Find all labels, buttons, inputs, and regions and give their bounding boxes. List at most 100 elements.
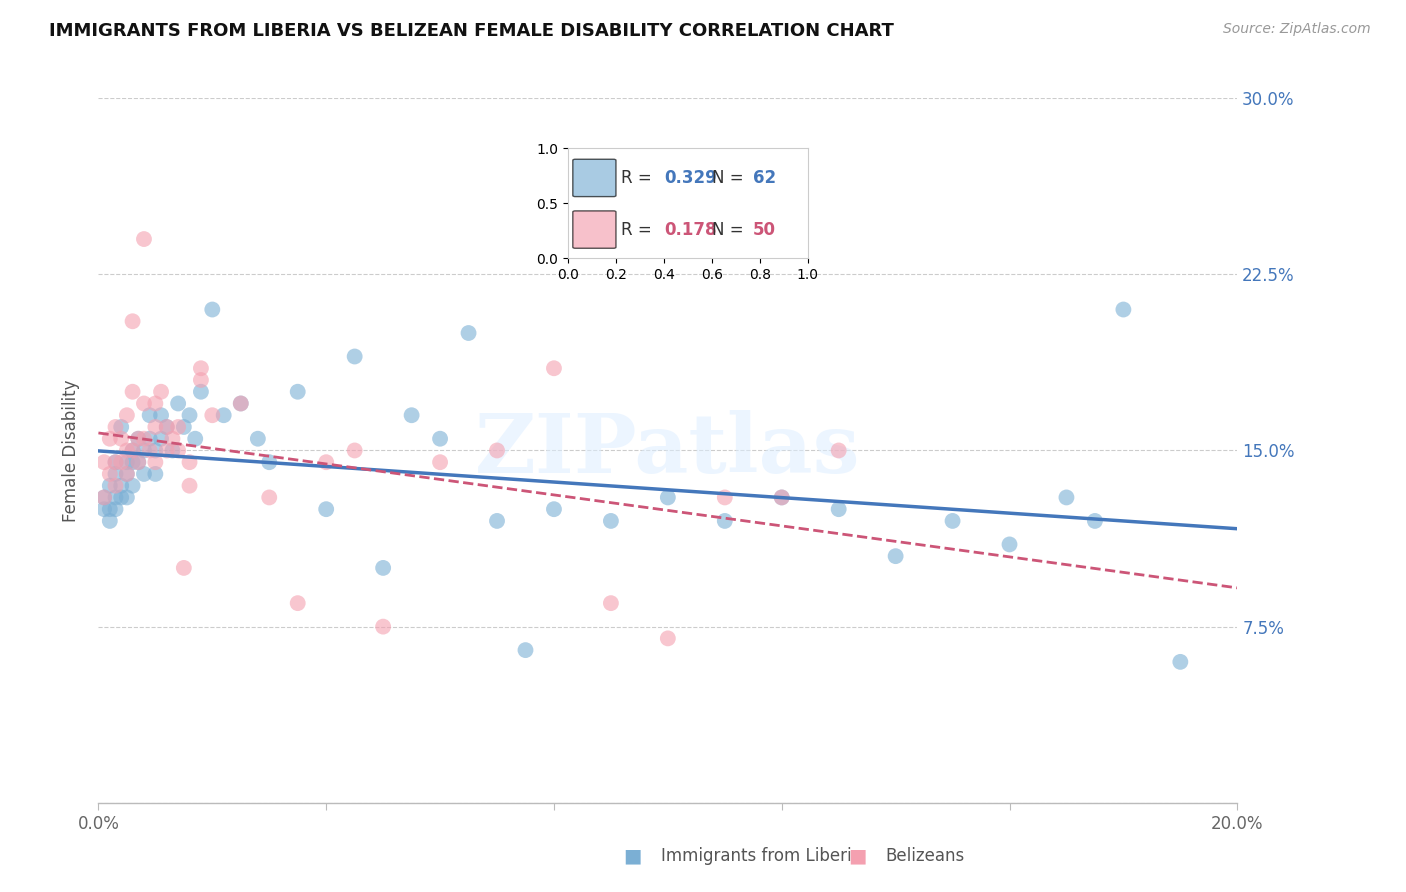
Point — [884, 549, 907, 564]
Point — [145, 455, 167, 469]
Text: 0.329: 0.329 — [664, 169, 717, 187]
Point — [93, 502, 115, 516]
Text: ■: ■ — [848, 847, 868, 866]
Text: R =: R = — [621, 169, 657, 187]
Point — [156, 443, 179, 458]
Text: N =: N = — [711, 220, 749, 238]
Point — [190, 361, 212, 376]
Point — [543, 361, 565, 376]
Point — [179, 478, 201, 492]
Point — [127, 455, 149, 469]
Point — [1056, 491, 1078, 505]
Point — [190, 384, 212, 399]
Point — [429, 455, 451, 469]
Point — [657, 632, 679, 646]
Point — [1170, 655, 1192, 669]
Point — [167, 396, 190, 410]
Point — [828, 502, 851, 516]
Point — [138, 432, 160, 446]
Point — [93, 491, 115, 505]
Point — [145, 443, 167, 458]
Point — [127, 432, 149, 446]
Point — [543, 502, 565, 516]
Point — [259, 491, 281, 505]
Point — [115, 455, 138, 469]
Point — [770, 491, 793, 505]
Point — [138, 408, 160, 422]
Point — [201, 302, 224, 317]
FancyBboxPatch shape — [572, 211, 616, 248]
Text: ■: ■ — [623, 847, 643, 866]
Point — [998, 537, 1021, 551]
Point — [600, 596, 623, 610]
Point — [179, 455, 201, 469]
Point — [212, 408, 235, 422]
Y-axis label: Female Disability: Female Disability — [62, 379, 80, 522]
Point — [657, 491, 679, 505]
Point — [115, 467, 138, 481]
Point — [145, 467, 167, 481]
Point — [457, 326, 479, 340]
Point — [942, 514, 965, 528]
Point — [600, 514, 623, 528]
Point — [104, 455, 127, 469]
Text: R =: R = — [621, 220, 657, 238]
Point — [98, 478, 121, 492]
Point — [150, 408, 173, 422]
Text: Immigrants from Liberia: Immigrants from Liberia — [661, 847, 862, 865]
Point — [121, 443, 143, 458]
Point — [401, 408, 423, 422]
Point — [104, 502, 127, 516]
Text: 0.178: 0.178 — [664, 220, 717, 238]
Point — [110, 478, 132, 492]
Point — [190, 373, 212, 387]
Point — [145, 396, 167, 410]
Point — [150, 384, 173, 399]
Text: 50: 50 — [752, 220, 776, 238]
Point — [93, 455, 115, 469]
Point — [162, 443, 184, 458]
Point — [486, 514, 509, 528]
Point — [373, 561, 395, 575]
Point — [110, 432, 132, 446]
Point — [173, 561, 195, 575]
Point — [315, 502, 337, 516]
Point — [121, 455, 143, 469]
Point — [98, 432, 121, 446]
Point — [104, 491, 127, 505]
Point — [104, 467, 127, 481]
Point — [98, 502, 121, 516]
Point — [429, 432, 451, 446]
Point — [98, 467, 121, 481]
Point — [132, 432, 155, 446]
Point — [259, 455, 281, 469]
Point — [115, 491, 138, 505]
Point — [343, 350, 366, 364]
Point — [167, 443, 190, 458]
Point — [343, 443, 366, 458]
Point — [184, 432, 207, 446]
Text: Source: ZipAtlas.com: Source: ZipAtlas.com — [1223, 22, 1371, 37]
Point — [1084, 514, 1107, 528]
Point — [104, 420, 127, 434]
Point — [287, 384, 309, 399]
Point — [1112, 302, 1135, 317]
Point — [115, 467, 138, 481]
Point — [115, 408, 138, 422]
Point — [229, 396, 252, 410]
Point — [110, 420, 132, 434]
Text: IMMIGRANTS FROM LIBERIA VS BELIZEAN FEMALE DISABILITY CORRELATION CHART: IMMIGRANTS FROM LIBERIA VS BELIZEAN FEMA… — [49, 22, 894, 40]
Point — [714, 514, 737, 528]
Point — [127, 432, 149, 446]
Point — [770, 491, 793, 505]
Point — [121, 384, 143, 399]
Point — [121, 314, 143, 328]
Point — [828, 443, 851, 458]
Point — [150, 432, 173, 446]
Point — [98, 514, 121, 528]
Point — [104, 455, 127, 469]
Point — [714, 491, 737, 505]
Point — [132, 232, 155, 246]
Point — [110, 491, 132, 505]
Point — [138, 443, 160, 458]
